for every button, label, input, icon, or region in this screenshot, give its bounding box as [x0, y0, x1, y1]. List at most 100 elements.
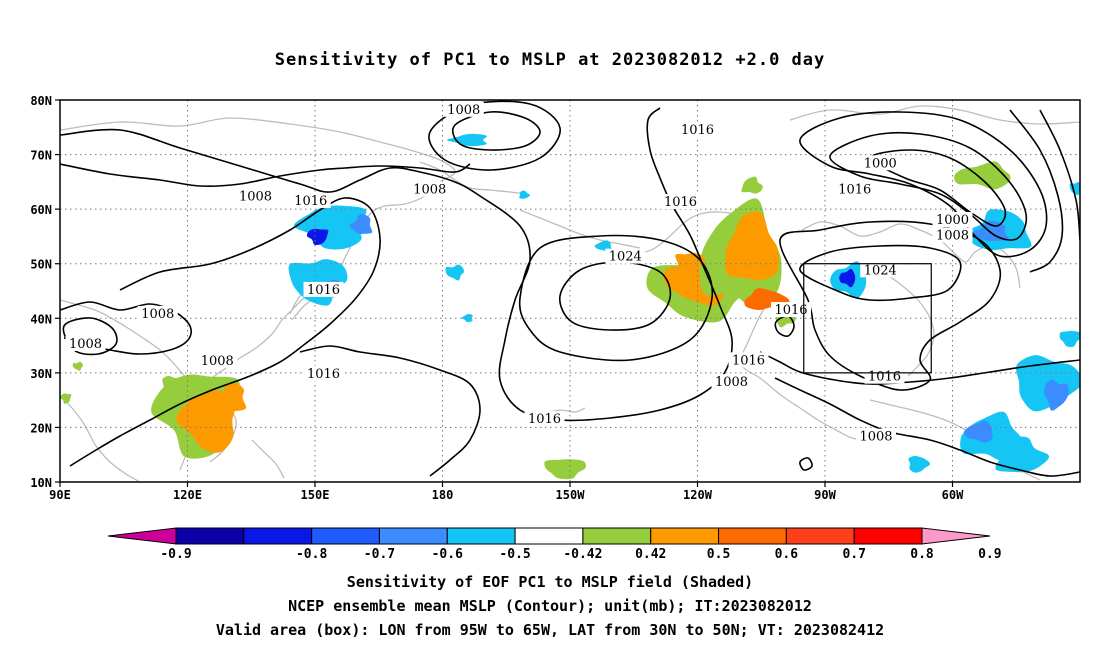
contour-label-bg	[524, 411, 565, 427]
mslp-contour	[869, 149, 1007, 227]
lat-tick-label: 30N	[30, 367, 52, 381]
lon-tick-label: 90W	[814, 488, 836, 502]
contour-label-bg	[409, 181, 450, 197]
lat-tick-label: 60N	[30, 203, 52, 217]
contour-label: 1016	[528, 412, 561, 427]
lon-tick-label: 120E	[173, 488, 202, 502]
caption-line-1: Sensitivity of EOF PC1 to MSLP field (Sh…	[346, 573, 754, 591]
mslp-contour	[799, 111, 1048, 258]
shade-patch	[461, 314, 473, 323]
contour-label-bg	[932, 227, 973, 243]
colorbar-swatch	[243, 527, 313, 545]
mslp-contour	[779, 220, 1002, 391]
colorbar-label: -0.7	[364, 547, 395, 562]
shade-patch	[741, 176, 763, 194]
contour-label: 1016	[664, 195, 697, 210]
colorbar-label: -0.42	[563, 547, 602, 562]
contour-label-bg	[65, 335, 106, 351]
contour-label: 1008	[69, 337, 102, 352]
colorbar-swatch	[785, 527, 855, 545]
contour-label-bg	[860, 262, 901, 278]
land-outline	[639, 211, 889, 441]
lat-tick-label: 80N	[30, 94, 52, 108]
caption-line-3: Valid area (box): LON from 95W to 65W, L…	[215, 621, 885, 639]
shade-patch	[349, 214, 373, 235]
contour-label: 1008	[141, 307, 174, 322]
contour-label-bg	[771, 302, 811, 318]
graticule-layer	[60, 100, 1080, 482]
contour-label-bg	[856, 428, 896, 444]
lon-tick-label: 60W	[942, 488, 964, 502]
shade-patch	[995, 436, 1050, 473]
shade-patch	[445, 264, 464, 281]
mslp-contour	[559, 261, 672, 331]
colorbar-label: 0.8	[910, 547, 934, 562]
lon-tick-label: 180	[432, 488, 454, 502]
mslp-contour	[1039, 109, 1080, 241]
contour-label: 1016	[774, 303, 807, 318]
mslp-contour	[829, 131, 1028, 241]
contour-label: 1008	[447, 103, 480, 118]
colorbar-swatch	[514, 527, 584, 545]
contour-label: 1008	[936, 228, 969, 243]
land-outline	[879, 269, 935, 377]
contour-label: 1008	[201, 354, 234, 369]
shade-patch	[972, 221, 1009, 241]
contour-label: 1016	[307, 283, 340, 298]
contour-label: 1000	[864, 156, 897, 171]
contour-label: 1016	[681, 123, 714, 138]
shade-patch	[306, 228, 329, 246]
colorbar-high-triangle	[921, 527, 991, 545]
shade-patch	[964, 420, 993, 443]
lat-tick-label: 40N	[30, 312, 52, 326]
shade-patch	[544, 459, 586, 480]
colorbar-label: -0.5	[499, 547, 530, 562]
contour-label-bg	[677, 122, 718, 138]
contour-label: 1016	[838, 182, 871, 197]
colorbar-swatch	[175, 527, 245, 545]
colorbar-label: 0.42	[635, 547, 666, 562]
valid-area-box-layer	[803, 263, 932, 374]
colorbar-swatch	[718, 527, 787, 545]
lat-tick-label: 70N	[30, 149, 52, 163]
shade-patch	[162, 375, 184, 394]
contour-label: 1016	[868, 370, 901, 385]
contour-label: 1016	[732, 353, 765, 368]
shade-patch	[72, 361, 83, 371]
colorbar-label: 0.7	[842, 547, 865, 562]
colorbar-swatch	[446, 527, 516, 545]
colorbar-swatch	[853, 527, 923, 545]
colorbar-swatch	[311, 527, 380, 545]
contour-label: 1008	[239, 190, 272, 205]
contour-label: 1008	[413, 182, 446, 197]
contour-label-bg	[303, 281, 344, 297]
contour-label-bg	[303, 365, 344, 381]
colorbar-label: 0.6	[775, 547, 799, 562]
chart-title: Sensitivity of PC1 to MSLP at 2023082012…	[274, 50, 826, 70]
land-outline	[519, 209, 641, 249]
colorbar-label: -0.6	[432, 547, 463, 562]
contour-label: 1024	[609, 250, 642, 265]
contour-label-bg	[197, 352, 238, 368]
contour-label-bg	[728, 352, 769, 368]
contour-label-bg	[834, 181, 875, 197]
mslp-contour	[60, 107, 733, 422]
contour-label-bg	[290, 192, 331, 208]
mslp-contour	[60, 301, 193, 355]
colorbar-label: -0.9	[160, 547, 191, 562]
shade-patch	[594, 240, 612, 252]
colorbar-low-triangle	[107, 527, 177, 545]
mslp-contour	[518, 234, 714, 362]
contour-label: 1008	[859, 430, 892, 445]
colorbar-label: -0.8	[296, 547, 327, 562]
shade-patch	[724, 211, 779, 281]
mslp-contour	[799, 244, 962, 302]
shade-patch	[839, 268, 856, 288]
contour-label-bg	[137, 305, 178, 321]
colorbar-swatch	[582, 527, 652, 545]
contour-label: 1008	[715, 375, 748, 390]
valid-area-box	[803, 263, 932, 374]
shade-patch	[519, 190, 531, 199]
lon-tick-label: 150W	[556, 488, 586, 502]
lon-tick-label: 150E	[301, 488, 330, 502]
